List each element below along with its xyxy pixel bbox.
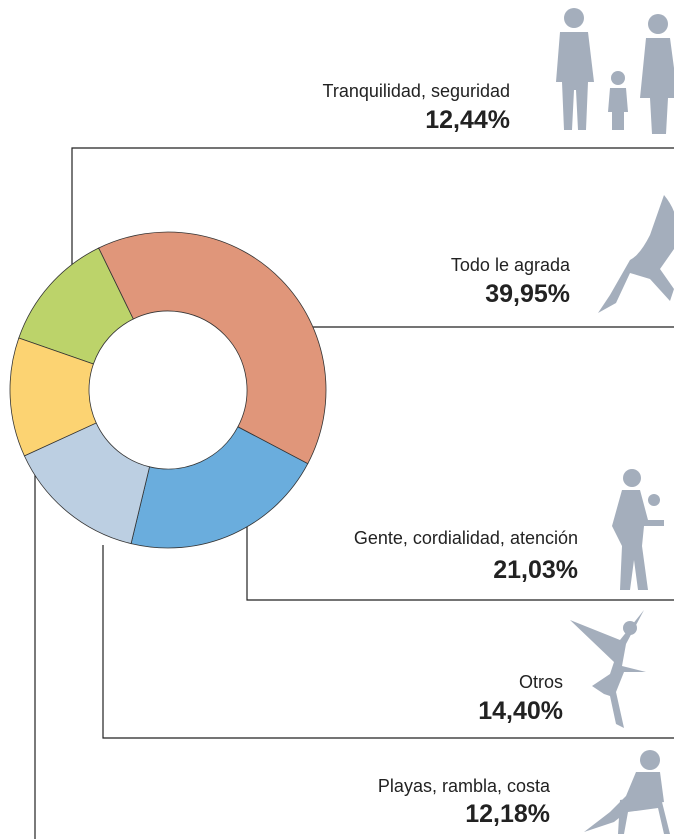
category-label: Otros [519,672,563,692]
category-label: Tranquilidad, seguridad [323,81,510,101]
value-label: 39,95% [485,280,570,308]
donut [10,232,326,548]
category-label: Todo le agrada [451,255,571,275]
silhouettes [556,8,674,834]
jumper-icon [598,195,674,313]
beach-icon [584,750,670,834]
value-label: 12,18% [465,800,550,828]
labels: Tranquilidad, seguridad 12,44% Todo le agr… [323,81,578,828]
value-label: 21,03% [493,556,578,584]
value-label: 12,44% [425,106,510,134]
dancer-icon [570,610,646,728]
family-icon [556,8,674,134]
category-label: Gente, cordialidad, atención [354,528,578,548]
value-label: 14,40% [478,697,563,725]
category-label: Playas, rambla, costa [378,776,551,796]
leader-line [103,545,674,738]
donut-slice [99,232,326,464]
infographic: Tranquilidad, seguridad 12,44% Todo le agr… [0,0,674,839]
waitress-icon [612,469,664,590]
